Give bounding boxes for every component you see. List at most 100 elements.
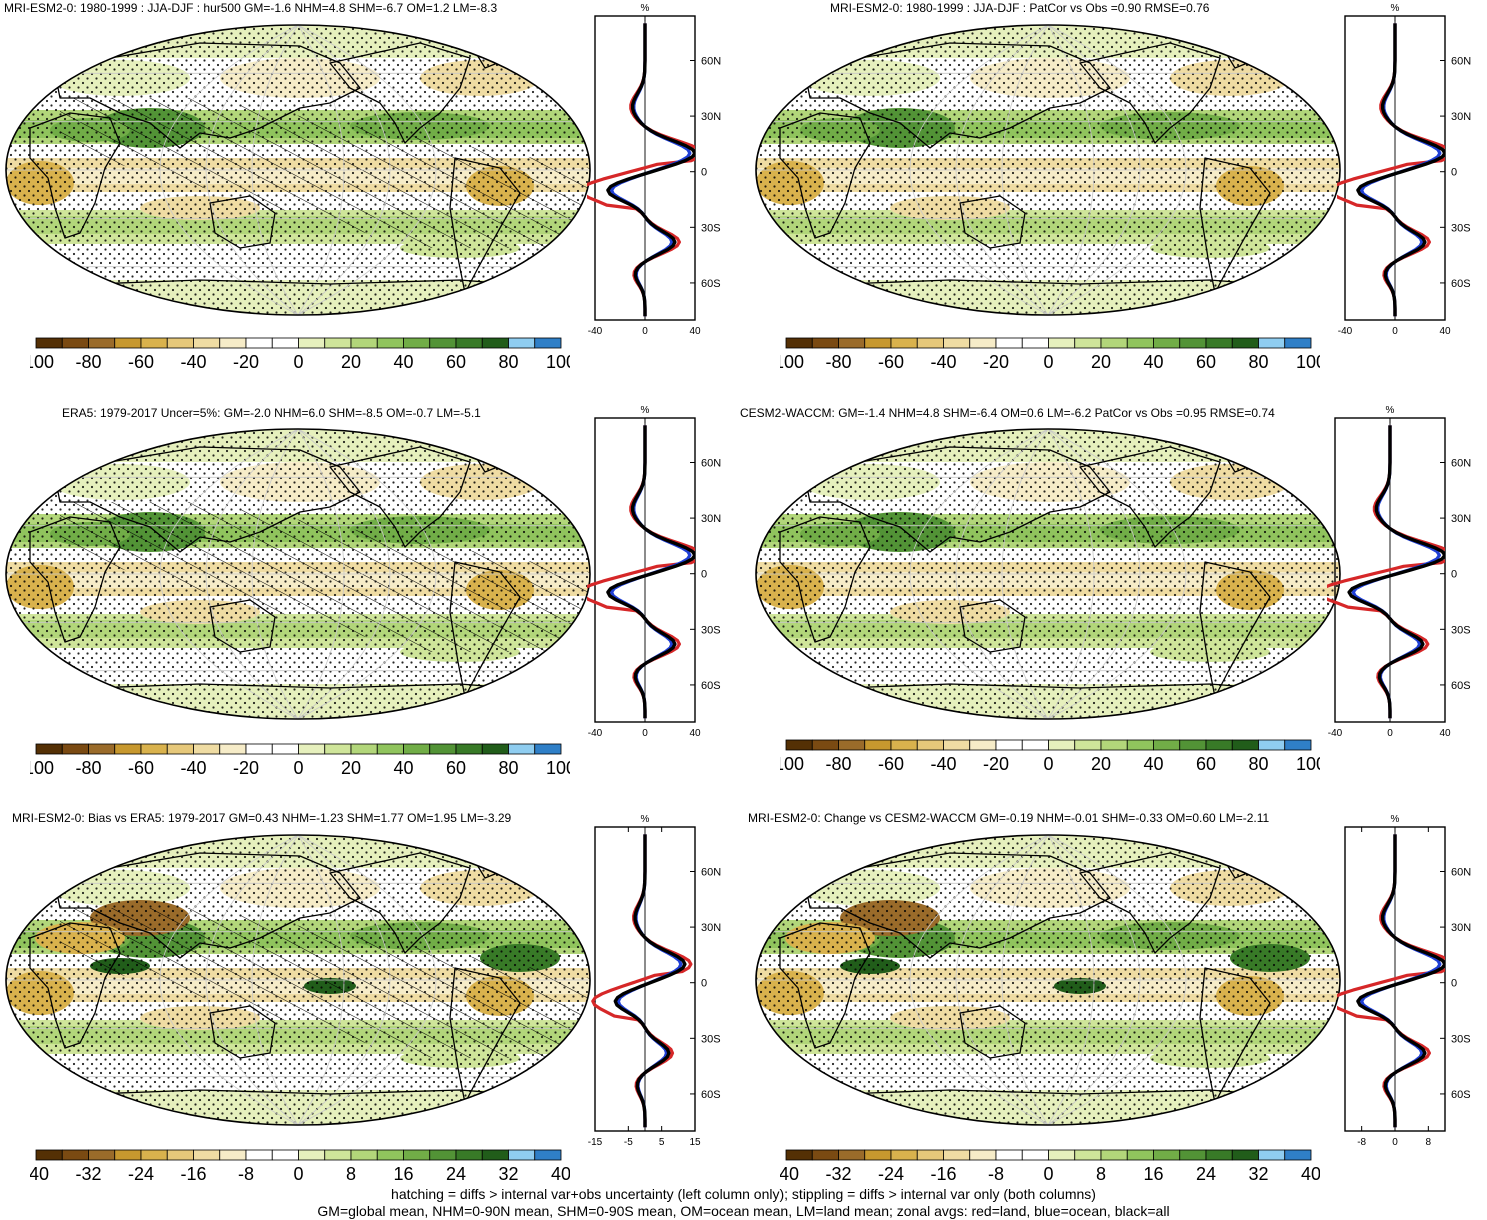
zonal-curve-all [606,23,695,317]
colorbar-swatch [271,743,299,755]
colorbar-swatch [1231,337,1259,349]
zonal-curve-all [1356,23,1445,317]
zonal-xtick-0-1: 0 [642,326,648,337]
colorbar-swatch [785,1149,813,1161]
colorbar-swatch [1126,1149,1154,1161]
zonal-curve-ocean [1360,834,1442,1128]
zonal-ytick-3-4: 60S [1451,680,1471,692]
colorbar-swatch [838,1149,866,1161]
colorbar-label-4-4: -8 [238,1164,254,1184]
colorbar-swatch [534,1149,562,1161]
zonal-curve-all [613,834,687,1128]
colorbar-label-4-9: 32 [498,1164,518,1184]
colorbar-label-1-7: 40 [1143,352,1163,372]
zonal-plot-panel-5: % -15 -5 5 15 60N 30N 0 30S 60S [588,814,721,1148]
colorbar-swatch [785,337,813,349]
colorbar-label-5-10: 40 [1301,1164,1320,1184]
colorbar-label-2-6: 20 [341,758,361,778]
colorbar-swatch [916,1149,944,1161]
colorbar-label-2-3: -40 [180,758,206,778]
zonal-ytick-5-4: 60S [1451,1089,1471,1101]
colorbar-label-0-1: -80 [75,352,101,372]
colorbar-label-1-0: -100 [780,352,804,372]
colorbar-label-3-3: -40 [930,754,956,774]
colorbar-label-4-6: 8 [346,1164,356,1184]
colorbar-swatch [1205,1149,1233,1161]
colorbar-swatch [455,1149,483,1161]
colorbar-swatch [245,337,273,349]
zonal-ytick-2-4: 60S [701,680,721,692]
map-panel-6 [755,834,1341,1126]
colorbar-swatch [1258,337,1286,349]
colorbar-swatch [61,337,89,349]
colorbar-swatch [1179,739,1207,751]
colorbar-swatch [1074,739,1102,751]
colorbar-swatch [350,743,378,755]
colorbar-swatch [864,337,892,349]
colorbar-swatch [481,337,509,349]
zonal-curve-all [1356,834,1445,1128]
colorbar-swatch [376,743,404,755]
colorbar-swatch [376,337,404,349]
zonal-xtick-4-2: 5 [659,1137,665,1148]
colorbar-swatch [481,743,509,755]
colorbar-swatch [61,1149,89,1161]
map-panel-3 [5,428,591,720]
colorbar-swatch [995,337,1023,349]
colorbar-swatch [166,1149,194,1161]
colorbar-swatch [1179,1149,1207,1161]
colorbar-swatch [429,743,457,755]
colorbar-label-4-3: -16 [180,1164,206,1184]
zonal-ytick-1-2: 0 [1451,167,1457,179]
zonal-ytick-3-1: 30N [1451,513,1471,525]
colorbar-swatch [35,337,63,349]
colorbar-swatch [508,1149,536,1161]
map-panel-5 [5,834,591,1126]
colorbar-label-5-4: -8 [988,1164,1004,1184]
colorbar-label-0-3: -40 [180,352,206,372]
colorbar-swatch [455,337,483,349]
colorbar-label-1-3: -40 [930,352,956,372]
colorbar-swatch [324,1149,352,1161]
footnote-line-1: hatching = diffs > internal var+obs unce… [391,1186,1096,1202]
colorbar-label-0-0: -100 [30,352,54,372]
colorbar-swatch [1153,337,1181,349]
zonal-xtick-3-1: 0 [1387,728,1393,739]
colorbar-swatch [455,743,483,755]
colorbar-label-2-5: 0 [293,758,303,778]
colorbar-swatch [811,337,839,349]
colorbar-swatch [943,337,971,349]
panel-3-title: ERA5: 1979-2017 Uncer=5%: GM=-2.0 NHM=6.… [62,406,481,420]
zonal-ytick-1-1: 30N [1451,111,1471,123]
colorbar-swatch [114,1149,142,1161]
colorbar-swatch [1231,739,1259,751]
colorbar-swatch [403,337,431,349]
zonal-xtick-3-0: -40 [1328,728,1343,739]
colorbar-swatch [1258,739,1286,751]
colorbar-swatch [219,1149,247,1161]
colorbar-swatch [890,337,918,349]
colorbar-swatch [969,337,997,349]
colorbar-swatch [1284,1149,1312,1161]
zonal-ytick-2-1: 30N [701,513,721,525]
colorbar-swatch [811,1149,839,1161]
colorbar-label-5-3: -16 [930,1164,956,1184]
colorbar-swatch [838,337,866,349]
colorbar-swatch [324,337,352,349]
colorbar-swatch [1100,1149,1128,1161]
colorbar-swatch [1048,337,1076,349]
zonal-xtick-0-0: -40 [588,326,603,337]
colorbar-label-2-4: -20 [233,758,259,778]
colorbar-swatch [403,1149,431,1161]
colorbar-swatch [890,739,918,751]
zonal-curve-all [1347,425,1445,719]
colorbar-swatch [1021,739,1049,751]
colorbar-label-1-9: 80 [1248,352,1268,372]
colorbar-swatch [969,739,997,751]
colorbar-swatch [969,1149,997,1161]
colorbar-label-0-2: -60 [128,352,154,372]
zonal-curve-ocean [610,425,692,719]
colorbar-label-1-10: 100 [1296,352,1320,372]
colorbar-swatch [1153,1149,1181,1161]
colorbar-swatch [1021,1149,1049,1161]
